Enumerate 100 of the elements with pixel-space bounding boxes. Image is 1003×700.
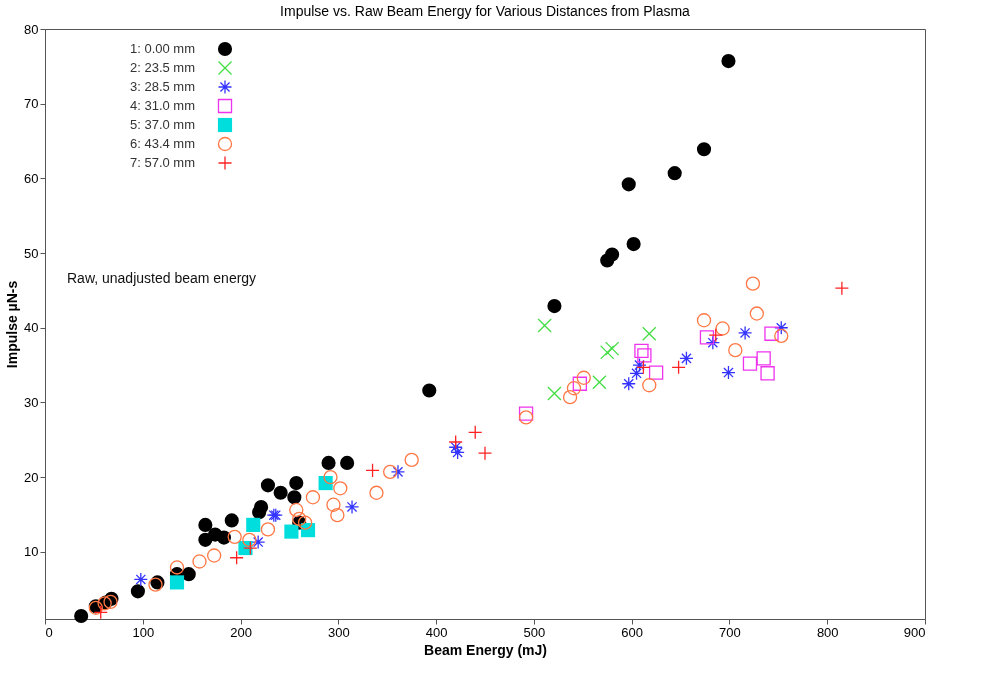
point <box>576 370 591 385</box>
point <box>699 330 715 345</box>
x-tick-label: 300 <box>327 624 350 640</box>
x-tick-label: 600 <box>621 624 644 640</box>
x-tick-label: 0 <box>45 624 53 640</box>
point <box>216 530 231 545</box>
x-tick-label: 800 <box>816 624 839 640</box>
point <box>721 54 736 69</box>
point <box>273 485 288 500</box>
point <box>198 517 213 532</box>
point <box>326 497 341 512</box>
y-tick-label: 10 <box>24 544 39 560</box>
point <box>242 532 257 547</box>
point <box>705 335 720 350</box>
point <box>671 360 686 375</box>
point <box>477 446 493 461</box>
point <box>756 351 771 366</box>
x-tick-label: 400 <box>425 624 448 640</box>
legend-label: 5: 37.0 mm <box>129 117 195 132</box>
point <box>169 560 185 575</box>
point <box>774 328 789 344</box>
point <box>621 177 636 192</box>
point <box>250 534 266 550</box>
legend-label: 7: 57.0 mm <box>129 155 195 170</box>
legend-label: 3: 28.5 mm <box>129 79 195 94</box>
point <box>192 554 207 569</box>
point <box>621 376 636 391</box>
point <box>518 410 534 425</box>
point <box>572 376 588 391</box>
point <box>679 351 694 366</box>
x-axis-title: Beam Energy (mJ) <box>424 641 547 658</box>
point <box>260 522 276 537</box>
point <box>634 343 649 359</box>
point <box>604 341 620 356</box>
point <box>287 490 302 505</box>
point <box>181 567 196 582</box>
annotation: Raw, unadjusted beam energy <box>67 270 257 286</box>
point <box>632 357 647 373</box>
point <box>130 584 145 599</box>
point <box>284 524 299 539</box>
point <box>344 499 360 515</box>
x-tick-label: 100 <box>132 624 155 640</box>
point <box>133 572 148 587</box>
y-tick-label: 70 <box>24 96 39 112</box>
point <box>708 328 723 343</box>
x-tick-label: 500 <box>523 624 546 640</box>
point <box>382 464 398 480</box>
point <box>468 425 483 440</box>
y-axis-title: Impulse µN-s <box>4 280 21 369</box>
y-tick-label: 50 <box>24 245 39 261</box>
point <box>562 390 578 405</box>
y-tick-label: 30 <box>24 394 39 410</box>
point <box>696 142 712 157</box>
point <box>289 502 304 518</box>
point <box>333 481 348 496</box>
point <box>605 247 620 262</box>
point <box>648 365 664 380</box>
point <box>292 511 307 527</box>
point <box>229 550 244 565</box>
legend-label: 4: 31.0 mm <box>129 98 195 113</box>
point <box>629 366 644 381</box>
point <box>448 434 463 450</box>
point <box>600 345 615 360</box>
point <box>448 440 463 455</box>
point <box>518 406 534 421</box>
point <box>715 321 730 336</box>
legend-label: 1: 0.00 mm <box>129 41 195 56</box>
point <box>243 540 258 556</box>
point <box>834 280 850 296</box>
y-tick-label: 20 <box>24 469 39 485</box>
point <box>728 342 743 358</box>
chart-title: Impulse vs. Raw Beam Energy for Various Distances from Plasma <box>280 3 691 19</box>
point <box>636 360 651 375</box>
point <box>592 375 607 390</box>
y-tick-label: 60 <box>24 170 39 186</box>
point <box>404 452 419 468</box>
point <box>305 490 321 505</box>
x-tick-label: 700 <box>719 624 741 640</box>
point <box>566 381 582 396</box>
point <box>547 299 562 314</box>
point <box>297 515 313 530</box>
point <box>321 455 336 470</box>
y-tick-label: 80 <box>24 21 39 37</box>
point <box>369 485 384 500</box>
point <box>642 378 657 393</box>
point <box>74 608 89 624</box>
point <box>745 276 761 291</box>
point <box>93 605 108 620</box>
point <box>450 445 465 460</box>
legend-label: 2: 23.5 mm <box>129 60 195 75</box>
legend-label: 6: 43.4 mm <box>129 136 195 151</box>
point <box>547 386 562 401</box>
point <box>737 325 753 341</box>
point <box>642 326 657 341</box>
point <box>696 313 712 328</box>
point <box>742 356 758 371</box>
point <box>330 508 345 523</box>
point <box>169 575 185 590</box>
point <box>323 469 338 485</box>
point <box>206 548 222 563</box>
